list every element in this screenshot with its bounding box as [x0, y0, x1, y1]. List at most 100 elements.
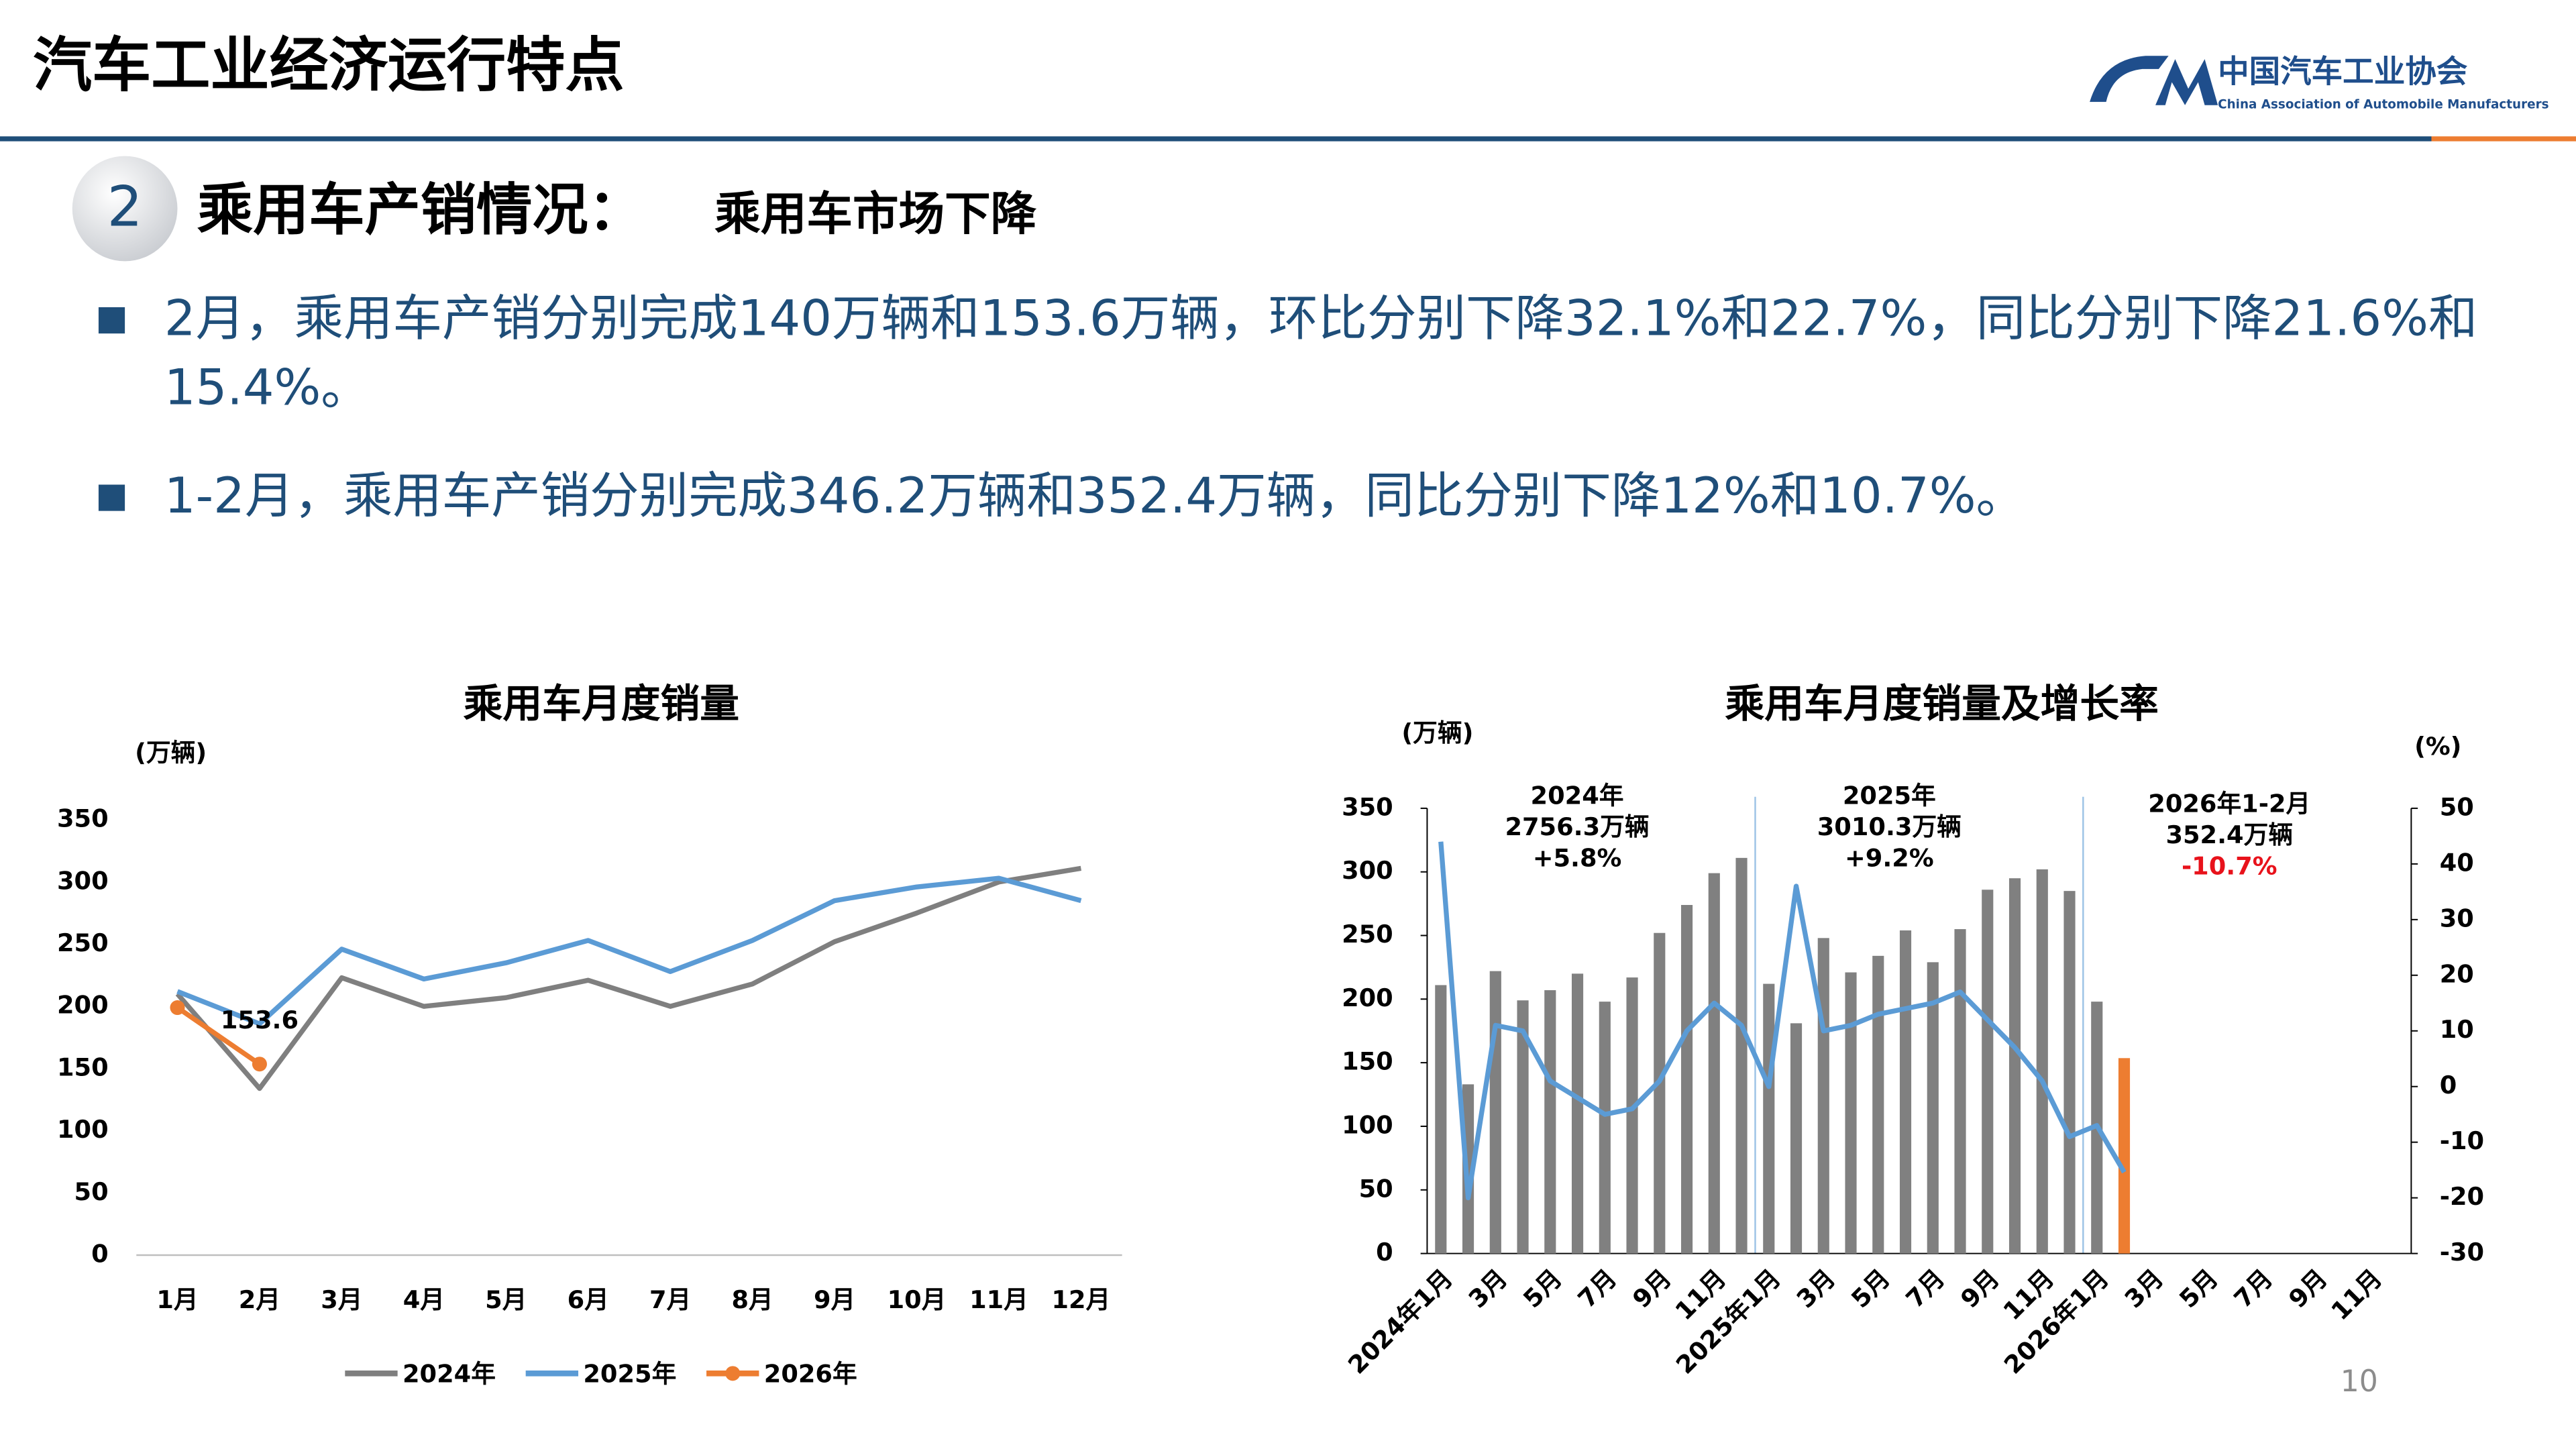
- section-badge: [72, 156, 178, 262]
- bar: [2063, 891, 2076, 1254]
- x-tick-label: 9月: [1955, 1264, 2004, 1313]
- bullet-box: 2月，乘用车产销分别完成140万辆和153.6万辆，环比分别下降32.1%和22…: [164, 290, 2478, 417]
- annotation: 2026年1-2月: [2148, 790, 2310, 818]
- y2-tick-label: 10: [2440, 1015, 2474, 1044]
- bar: [1680, 905, 1693, 1254]
- y-tick-label: 250: [57, 928, 109, 957]
- y-tick-label: 0: [91, 1240, 109, 1269]
- y2-tick-label: 20: [2440, 959, 2474, 988]
- bar: [1954, 929, 1966, 1254]
- series-line: [176, 875, 1082, 1026]
- x-tick-label: 5月: [485, 1285, 527, 1314]
- bar: [1599, 1002, 1611, 1254]
- x-tick-label: 5月: [2174, 1264, 2223, 1313]
- x-tick-label: 1月: [156, 1285, 198, 1314]
- bullet-box: 1-2月，乘用车产销分别完成346.2万辆和352.4万辆，同比分别下降12%和…: [164, 468, 2025, 526]
- data-label: 153.6: [221, 1006, 299, 1034]
- y-tick-label: 250: [1342, 920, 1393, 949]
- y-axis-label: (万辆): [135, 739, 207, 767]
- y-tick-label: 150: [57, 1053, 109, 1081]
- x-tick-label: 7月: [1572, 1264, 1622, 1313]
- x-tick-label: 3月: [1791, 1264, 1841, 1313]
- legend-swatch-point: [725, 1366, 741, 1381]
- series-line: [176, 1006, 262, 1067]
- bar: [1982, 890, 1994, 1254]
- y-tick-label: 150: [1342, 1047, 1393, 1076]
- section-subheading: 乘用车市场下降: [714, 187, 1036, 241]
- x-tick-label: 12月: [1052, 1285, 1111, 1314]
- growth-line: [1438, 841, 2127, 1201]
- slide-title: 汽车工业经济运行特点: [33, 30, 625, 99]
- y2-tick-label: -20: [2440, 1182, 2484, 1211]
- x-tick-label: 8月: [731, 1285, 773, 1314]
- y-tick-label: 300: [1342, 856, 1393, 885]
- annotation: +5.8%: [1533, 843, 1622, 872]
- bar: [1899, 930, 1912, 1254]
- series-point: [252, 1057, 267, 1072]
- y-tick-label: 350: [1342, 792, 1393, 821]
- x-tick-label: 9月: [814, 1285, 855, 1314]
- x-tick-label: 10月: [888, 1285, 947, 1314]
- section-number: 2: [107, 174, 143, 239]
- x-tick-label: 2月: [239, 1285, 280, 1314]
- bar: [2008, 878, 2021, 1254]
- y-tick-label: 50: [1359, 1174, 1393, 1203]
- logo-en: China Association of Automobile Manufact…: [2218, 98, 2549, 112]
- section-heading: 乘用车产销情况：: [197, 177, 644, 242]
- annotation: 3010.3万辆: [1817, 812, 1962, 841]
- bar: [1517, 1000, 1529, 1254]
- annotation: 352.4万辆: [2165, 820, 2293, 849]
- y2-tick-label: 0: [2440, 1071, 2457, 1099]
- y2-tick-label: 40: [2440, 848, 2474, 877]
- x-tick-label: 7月: [2229, 1264, 2278, 1313]
- series-line: [175, 865, 1082, 1091]
- x-tick-label: 3月: [2119, 1264, 2169, 1313]
- y-tick-label: 350: [57, 804, 109, 833]
- x-tick-label: 5月: [1517, 1264, 1567, 1313]
- bullet-marker: [98, 307, 125, 334]
- y2-axis-label: (%): [2414, 732, 2461, 761]
- x-tick-label: 11月: [2326, 1264, 2388, 1326]
- bullet-marker: [98, 484, 125, 511]
- bar: [1544, 990, 1556, 1254]
- y2-tick-label: -10: [2440, 1126, 2484, 1155]
- y-tick-label: 0: [1376, 1238, 1393, 1267]
- logo-cn: 中国汽车工业协会: [2218, 54, 2468, 90]
- bullet-text: 1-2月，乘用车产销分别完成346.2万辆和352.4万辆，同比分别下降12%和…: [164, 468, 2025, 526]
- y-tick-label: 100: [1342, 1110, 1393, 1139]
- x-tick-label: 7月: [649, 1285, 691, 1314]
- x-tick-label: 5月: [1845, 1264, 1895, 1313]
- bar: [1845, 972, 1857, 1254]
- x-tick-label: 3月: [1463, 1264, 1513, 1313]
- bar: [1817, 938, 1829, 1254]
- x-tick-label: 9月: [1627, 1264, 1676, 1313]
- y2-tick-label: -30: [2440, 1238, 2484, 1267]
- y-tick-label: 200: [1342, 983, 1393, 1012]
- x-tick-label: 11月: [969, 1285, 1028, 1314]
- header-rule-accent: [2431, 136, 2576, 142]
- x-tick-label: 7月: [1900, 1264, 1950, 1313]
- bar: [2036, 869, 2048, 1254]
- y2-tick-label: 30: [2440, 904, 2474, 932]
- x-tick-label: 4月: [403, 1285, 445, 1314]
- annotation: 2024年: [1531, 781, 1624, 810]
- legend-label: 2026年: [764, 1359, 857, 1388]
- bar: [1790, 1023, 1803, 1254]
- annotation: +9.2%: [1845, 843, 1934, 872]
- header-rule: [0, 136, 2432, 142]
- x-tick-label: 9月: [2283, 1264, 2332, 1313]
- x-tick-label: 2024年1月: [1342, 1264, 1458, 1380]
- bar: [1571, 973, 1584, 1254]
- bar: [1654, 932, 1666, 1254]
- bar: [1927, 962, 1939, 1254]
- y-axis-label: (万辆): [1401, 718, 1473, 747]
- logo-mark: [2090, 56, 2218, 105]
- annotation: -10.7%: [2182, 852, 2277, 881]
- bar: [1626, 977, 1638, 1254]
- page-number: 10: [2341, 1364, 2378, 1399]
- y-tick-label: 300: [57, 866, 109, 895]
- chart-title: 乘用车月度销量: [464, 680, 739, 727]
- bar: [1872, 955, 1884, 1254]
- bar: [1489, 971, 1501, 1254]
